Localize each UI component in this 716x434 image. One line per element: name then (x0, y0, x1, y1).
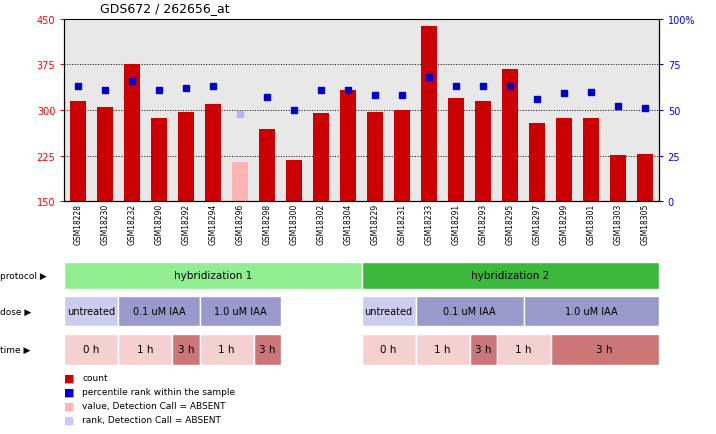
Bar (367, 112, 383, 202)
Text: 1.0 uM IAA: 1.0 uM IAA (565, 306, 617, 316)
Bar (523, 297, 659, 326)
Bar (173, 334, 200, 365)
Bar (200, 334, 253, 365)
Bar (362, 262, 659, 289)
Text: ■: ■ (64, 387, 75, 396)
Text: 0.1 uM IAA: 0.1 uM IAA (132, 306, 185, 316)
Text: 3 h: 3 h (475, 345, 491, 354)
Text: hybridization 1: hybridization 1 (174, 271, 252, 280)
Bar (64, 262, 362, 289)
Bar (583, 118, 599, 202)
Text: untreated: untreated (364, 306, 412, 316)
Text: 0.1 uM IAA: 0.1 uM IAA (443, 306, 496, 316)
Text: 1 h: 1 h (218, 345, 235, 354)
Bar (475, 102, 491, 202)
Text: 1 h: 1 h (435, 345, 451, 354)
Text: 0 h: 0 h (83, 345, 100, 354)
Text: dose ▶: dose ▶ (0, 307, 32, 316)
Text: ■: ■ (64, 414, 75, 424)
Text: count: count (82, 373, 108, 382)
Text: 3 h: 3 h (596, 345, 613, 354)
Bar (362, 297, 415, 326)
Text: 3 h: 3 h (178, 345, 194, 354)
Bar (253, 334, 281, 365)
Bar (556, 118, 572, 202)
Text: ■: ■ (64, 373, 75, 382)
Bar (118, 297, 200, 326)
Bar (551, 334, 659, 365)
Bar (232, 162, 248, 202)
Bar (151, 118, 167, 202)
Bar (448, 99, 464, 202)
Text: protocol ▶: protocol ▶ (0, 271, 47, 280)
Text: 3 h: 3 h (258, 345, 275, 354)
Text: 0 h: 0 h (380, 345, 397, 354)
Bar (178, 112, 194, 202)
Bar (64, 297, 118, 326)
Text: ■: ■ (64, 401, 75, 410)
Bar (610, 156, 626, 202)
Bar (415, 297, 523, 326)
Bar (97, 108, 113, 202)
Bar (340, 91, 356, 202)
Bar (118, 334, 173, 365)
Bar (124, 65, 140, 202)
Bar (502, 69, 518, 202)
Bar (470, 334, 497, 365)
Bar (637, 155, 653, 202)
Bar (415, 334, 470, 365)
Text: rank, Detection Call = ABSENT: rank, Detection Call = ABSENT (82, 415, 221, 424)
Text: hybridization 2: hybridization 2 (471, 271, 549, 280)
Bar (200, 297, 281, 326)
Bar (362, 334, 415, 365)
Text: percentile rank within the sample: percentile rank within the sample (82, 387, 236, 396)
Bar (497, 334, 551, 365)
Bar (205, 105, 221, 202)
Bar (529, 124, 546, 202)
Text: value, Detection Call = ABSENT: value, Detection Call = ABSENT (82, 401, 226, 410)
Bar (394, 111, 410, 202)
Text: GDS672 / 262656_at: GDS672 / 262656_at (100, 2, 230, 15)
Bar (64, 334, 118, 365)
Text: time ▶: time ▶ (0, 345, 30, 354)
Text: 1 h: 1 h (137, 345, 154, 354)
Bar (70, 102, 86, 202)
Bar (421, 27, 437, 202)
Text: 1.0 uM IAA: 1.0 uM IAA (213, 306, 266, 316)
Bar (313, 114, 329, 202)
Bar (259, 130, 275, 202)
Text: untreated: untreated (67, 306, 115, 316)
Bar (286, 161, 302, 202)
Text: 1 h: 1 h (516, 345, 532, 354)
